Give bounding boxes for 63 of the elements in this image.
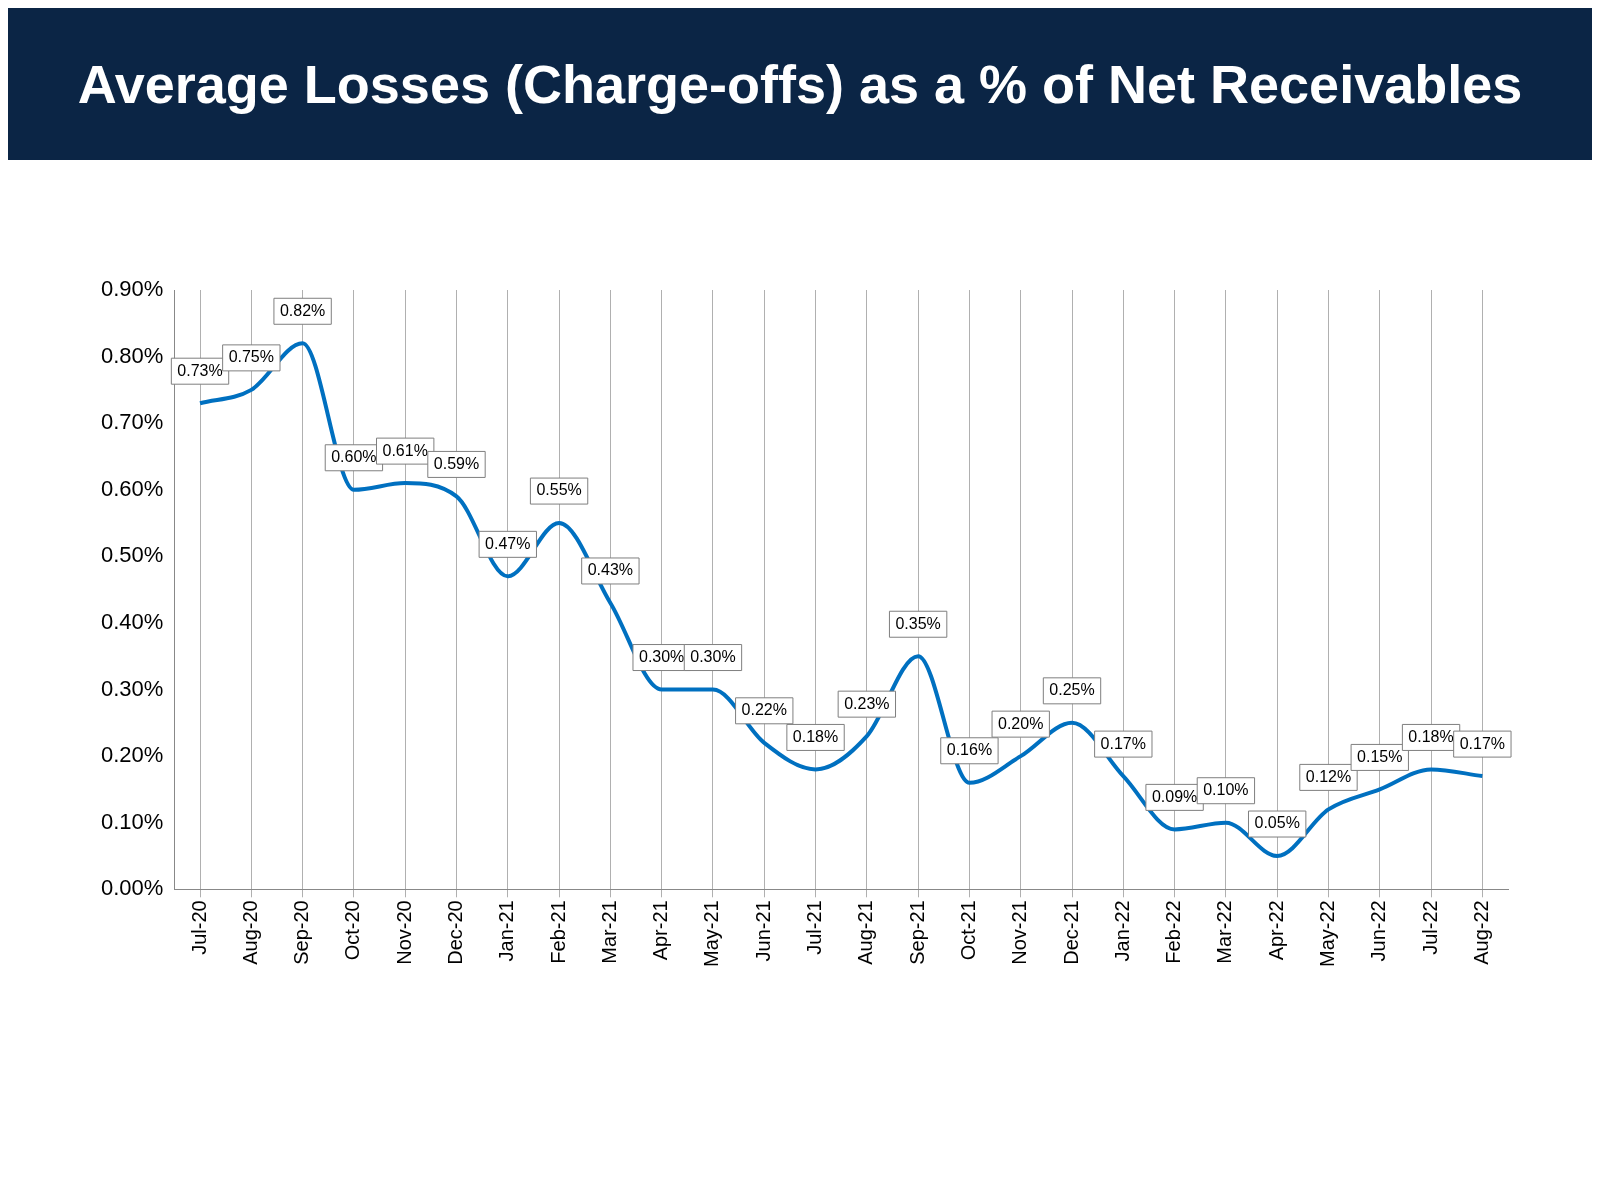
y-tick-label: 0.80% [100,342,164,368]
x-tick-label: May-21 [700,900,723,968]
text: 0.17% [1459,734,1506,752]
text: 0.18% [792,727,839,745]
text: 0.23% [844,694,890,712]
x-tick-label: Jul-20 [187,900,210,955]
x-tick-label: Mar-22 [1213,900,1236,964]
y-tick-label: 0.10% [100,808,164,834]
chart-title: Average Losses (Charge-offs) as a % of Net Receivables [8,8,1592,160]
text: 0.22% [741,701,787,719]
text: 0.73% [177,361,223,379]
x-tick-label: Sep-21 [905,900,928,965]
text: 0.15% [1357,747,1403,765]
x-tick-label: Dec-21 [1059,900,1082,965]
x-tick-label: Jul-21 [803,900,826,955]
y-tick-label: 0.20% [100,742,164,768]
text: 0.05% [1254,814,1300,832]
x-tick-label: Oct-21 [956,900,979,961]
text: 0.10% [1203,781,1249,799]
x-tick-label: Dec-20 [444,900,467,965]
x-tick-label: Jan-22 [1110,900,1133,962]
text: 0.60% [331,448,377,466]
x-tick-label: Feb-21 [546,900,569,964]
text: 0.25% [1049,681,1095,699]
y-tick-label: 0.50% [100,542,164,568]
text: 0.35% [895,614,941,632]
x-tick-label: Nov-21 [1008,900,1031,965]
y-tick-label: 0.90% [100,276,164,302]
x-tick-label: Jun-21 [751,900,774,962]
x-tick-label: Apr-21 [649,900,672,961]
text: 0.17% [1100,734,1146,752]
x-tick-label: Aug-20 [238,900,261,965]
text: 0.09% [1151,787,1198,805]
text: 0.47% [485,534,531,552]
text: 0.55% [536,481,582,499]
x-tick-label: Jun-22 [1367,900,1390,962]
text: 0.82% [279,301,326,319]
text: 0.61% [382,441,428,459]
text: 0.43% [587,561,634,579]
x-tick-label: Oct-20 [341,900,364,961]
x-tick-label: Jul-22 [1418,900,1441,955]
x-tick-label: Nov-20 [392,900,415,965]
y-tick-label: 0.30% [100,675,164,701]
y-tick-label: 0.60% [100,475,164,501]
y-tick-label: 0.70% [100,409,164,435]
x-tick-label: Mar-21 [597,900,620,964]
x-tick-label: Aug-22 [1469,900,1492,965]
text: 0.12% [1305,767,1352,785]
text: 0.59% [433,454,480,472]
text: 0.20% [998,714,1044,732]
y-tick-label: 0.00% [100,875,164,901]
text: 0.30% [638,647,685,665]
x-tick-label: Jan-21 [495,900,518,962]
text: 0.18% [1408,727,1454,745]
y-tick-label: 0.40% [100,609,164,635]
x-tick-label: Feb-22 [1162,900,1185,964]
x-tick-label: Sep-20 [290,900,313,965]
text: 0.30% [690,647,736,665]
text: 0.16% [946,741,993,759]
text: 0.75% [228,348,275,366]
x-tick-label: Aug-21 [854,900,877,965]
x-tick-label: Apr-22 [1264,900,1287,961]
x-tick-label: May-22 [1315,900,1338,968]
